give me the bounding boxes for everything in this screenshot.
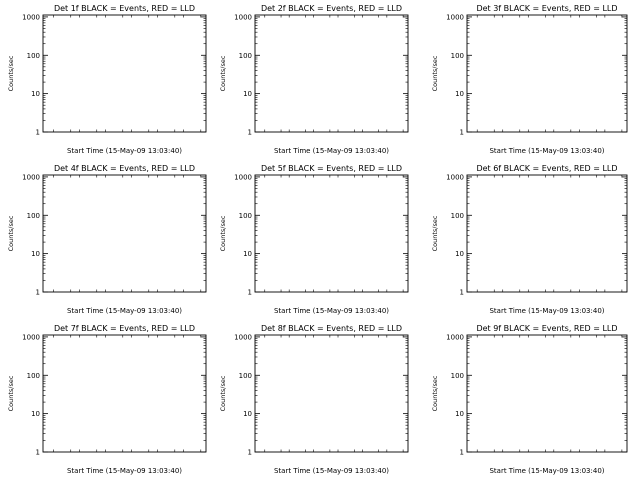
panel-det-8: Det 8f BLACK = Events, RED = LLD Counts/s… bbox=[219, 324, 409, 475]
y-tick-label: 10 bbox=[243, 410, 252, 418]
y-tick-label: 100 bbox=[451, 52, 464, 60]
panel-det-5: Det 5f BLACK = Events, RED = LLD Counts/s… bbox=[219, 164, 409, 315]
y-axis-label: Counts/sec bbox=[431, 375, 439, 411]
y-tick-label: 10 bbox=[455, 410, 464, 418]
y-axis-label: Counts/sec bbox=[219, 215, 227, 251]
y-tick-label: 1 bbox=[36, 289, 40, 297]
y-axis-label: Counts/sec bbox=[219, 55, 227, 91]
y-axis-label: Counts/sec bbox=[7, 215, 15, 251]
plot-frame bbox=[466, 14, 628, 133]
y-tick-label: 100 bbox=[239, 52, 252, 60]
x-axis-label: Start Time (15-May-09 13:03:40) bbox=[274, 307, 389, 315]
plot-frame bbox=[42, 334, 207, 453]
panel-det-4: Det 4f BLACK = Events, RED = LLD Counts/s… bbox=[7, 164, 207, 315]
y-tick-label: 1 bbox=[460, 449, 464, 457]
y-tick-label: 1000 bbox=[446, 13, 464, 21]
y-tick-label: 10 bbox=[31, 250, 40, 258]
plot-frame bbox=[42, 14, 207, 133]
y-axis-label: Counts/sec bbox=[7, 375, 15, 411]
x-axis-label: Start Time (15-May-09 13:03:40) bbox=[67, 467, 182, 475]
y-tick-label: 100 bbox=[451, 212, 464, 220]
plot-frame bbox=[466, 174, 628, 293]
x-axis-label: Start Time (15-May-09 13:03:40) bbox=[274, 467, 389, 475]
panel-title: Det 4f BLACK = Events, RED = LLD bbox=[54, 164, 195, 173]
y-tick-label: 1 bbox=[36, 449, 40, 457]
panel-det-6: Det 6f BLACK = Events, RED = LLD Counts/s… bbox=[431, 164, 628, 315]
y-tick-label: 1000 bbox=[22, 13, 40, 21]
panel-title: Det 1f BLACK = Events, RED = LLD bbox=[54, 4, 195, 13]
y-tick-label: 100 bbox=[27, 52, 40, 60]
panel-title: Det 8f BLACK = Events, RED = LLD bbox=[261, 324, 402, 333]
y-axis-label: Counts/sec bbox=[219, 375, 227, 411]
y-tick-label: 100 bbox=[239, 372, 252, 380]
y-axis-label: Counts/sec bbox=[431, 215, 439, 251]
x-axis-label: Start Time (15-May-09 13:03:40) bbox=[489, 147, 604, 155]
y-tick-label: 10 bbox=[455, 90, 464, 98]
y-tick-label: 100 bbox=[239, 212, 252, 220]
panel-det-9: Det 9f BLACK = Events, RED = LLD Counts/s… bbox=[431, 324, 628, 475]
y-tick-label: 100 bbox=[451, 372, 464, 380]
y-tick-label: 1000 bbox=[446, 333, 464, 341]
y-tick-label: 1000 bbox=[234, 13, 252, 21]
panel-title: Det 6f BLACK = Events, RED = LLD bbox=[476, 164, 617, 173]
y-tick-label: 10 bbox=[455, 250, 464, 258]
plot-frame bbox=[466, 334, 628, 453]
panel-det-7: Det 7f BLACK = Events, RED = LLD Counts/s… bbox=[7, 324, 207, 475]
x-axis-label: Start Time (15-May-09 13:03:40) bbox=[489, 467, 604, 475]
y-tick-label: 100 bbox=[27, 372, 40, 380]
y-tick-label: 1000 bbox=[234, 173, 252, 181]
plot-frame bbox=[254, 334, 409, 453]
x-axis-label: Start Time (15-May-09 13:03:40) bbox=[67, 147, 182, 155]
y-tick-label: 10 bbox=[243, 250, 252, 258]
panel-det-3: Det 3f BLACK = Events, RED = LLD Counts/s… bbox=[431, 4, 628, 155]
panel-title: Det 9f BLACK = Events, RED = LLD bbox=[476, 324, 617, 333]
y-tick-label: 1 bbox=[36, 129, 40, 137]
y-tick-label: 1 bbox=[248, 449, 252, 457]
plot-frame bbox=[254, 14, 409, 133]
y-tick-label: 1 bbox=[248, 289, 252, 297]
y-tick-label: 1 bbox=[248, 129, 252, 137]
y-axis-label: Counts/sec bbox=[431, 55, 439, 91]
plot-frame bbox=[254, 174, 409, 293]
y-tick-label: 1 bbox=[460, 289, 464, 297]
y-tick-label: 1 bbox=[460, 129, 464, 137]
panel-title: Det 3f BLACK = Events, RED = LLD bbox=[476, 4, 617, 13]
panel-title: Det 2f BLACK = Events, RED = LLD bbox=[261, 4, 402, 13]
plot-frame bbox=[42, 174, 207, 293]
x-axis-label: Start Time (15-May-09 13:03:40) bbox=[489, 307, 604, 315]
y-tick-label: 1000 bbox=[234, 333, 252, 341]
x-axis-label: Start Time (15-May-09 13:03:40) bbox=[67, 307, 182, 315]
panel-det-2: Det 2f BLACK = Events, RED = LLD Counts/s… bbox=[219, 4, 409, 155]
y-tick-label: 100 bbox=[27, 212, 40, 220]
panel-det-1: Det 1f BLACK = Events, RED = LLD Counts/s… bbox=[7, 4, 207, 155]
panel-title: Det 7f BLACK = Events, RED = LLD bbox=[54, 324, 195, 333]
y-tick-label: 1000 bbox=[446, 173, 464, 181]
y-tick-label: 10 bbox=[31, 410, 40, 418]
x-axis-label: Start Time (15-May-09 13:03:40) bbox=[274, 147, 389, 155]
y-axis-label: Counts/sec bbox=[7, 55, 15, 91]
y-tick-label: 10 bbox=[243, 90, 252, 98]
panel-title: Det 5f BLACK = Events, RED = LLD bbox=[261, 164, 402, 173]
y-tick-label: 10 bbox=[31, 90, 40, 98]
y-tick-label: 1000 bbox=[22, 173, 40, 181]
y-tick-label: 1000 bbox=[22, 333, 40, 341]
